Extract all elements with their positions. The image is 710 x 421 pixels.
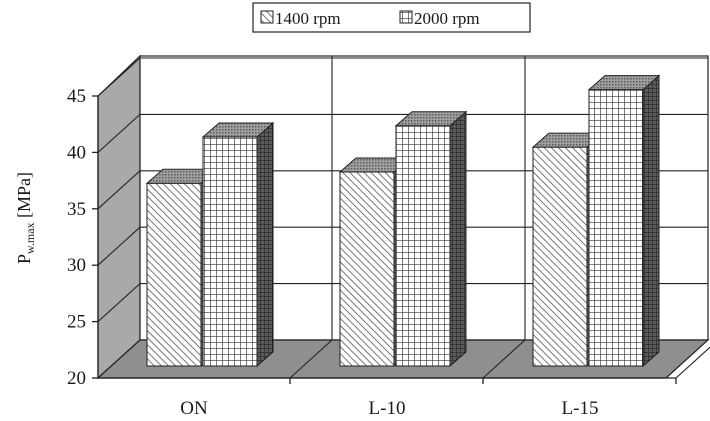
category-label: L-10 <box>369 398 406 419</box>
y-tick-label: 45 <box>67 86 86 107</box>
bar-front <box>588 89 644 367</box>
y-tick-label: 25 <box>67 312 86 333</box>
legend-box <box>252 2 531 33</box>
legend-label-1400-rpm: 1400 rpm <box>275 9 341 28</box>
y-tick-label: 20 <box>67 368 86 389</box>
y-tick-label: 35 <box>67 199 86 220</box>
y-axis-label: Pw.max [MPa] <box>14 172 37 264</box>
legend-label-2000-rpm: 2000 rpm <box>414 9 480 28</box>
bar-top <box>587 75 661 91</box>
bar-side <box>256 121 274 368</box>
legend-swatch-2000-rpm <box>399 10 413 24</box>
gridline-wall <box>97 283 141 323</box>
legend: 1400 rpm 2000 rpm <box>252 2 531 33</box>
category-dividers <box>289 56 710 379</box>
gridline-wall <box>97 170 141 210</box>
bar-l-10-2000-rpm <box>394 110 468 368</box>
category-divider-floor <box>675 346 710 379</box>
category-label: ON <box>180 398 208 419</box>
y-tick-label: 40 <box>67 142 86 163</box>
bar-front <box>532 146 588 367</box>
category-divider-floor <box>482 339 526 379</box>
bar-side <box>642 74 660 368</box>
y-axis <box>92 95 677 384</box>
category-labels: ON L-10 L-15 <box>180 398 598 419</box>
gridline-wall <box>97 113 141 153</box>
bars <box>145 74 661 368</box>
bar-top <box>394 111 468 127</box>
bar-front <box>339 171 395 367</box>
y-tick-labels: 20 25 30 35 40 45 <box>67 86 86 389</box>
left-wall <box>97 54 141 380</box>
gridline-wall <box>97 57 141 97</box>
gridline-wall <box>97 226 141 266</box>
bar-l-15-2000-rpm <box>587 74 661 368</box>
legend-swatch-1400-rpm <box>260 10 274 24</box>
y-tick-label: 30 <box>67 255 86 276</box>
bar-top <box>201 122 275 138</box>
bar-front <box>146 182 202 367</box>
bar-side <box>449 110 467 368</box>
category-divider-floor <box>289 339 333 379</box>
category-label: L-15 <box>562 398 599 419</box>
bar-front <box>395 125 451 367</box>
bar-front <box>202 136 258 367</box>
bar-on-2000-rpm <box>201 121 275 368</box>
